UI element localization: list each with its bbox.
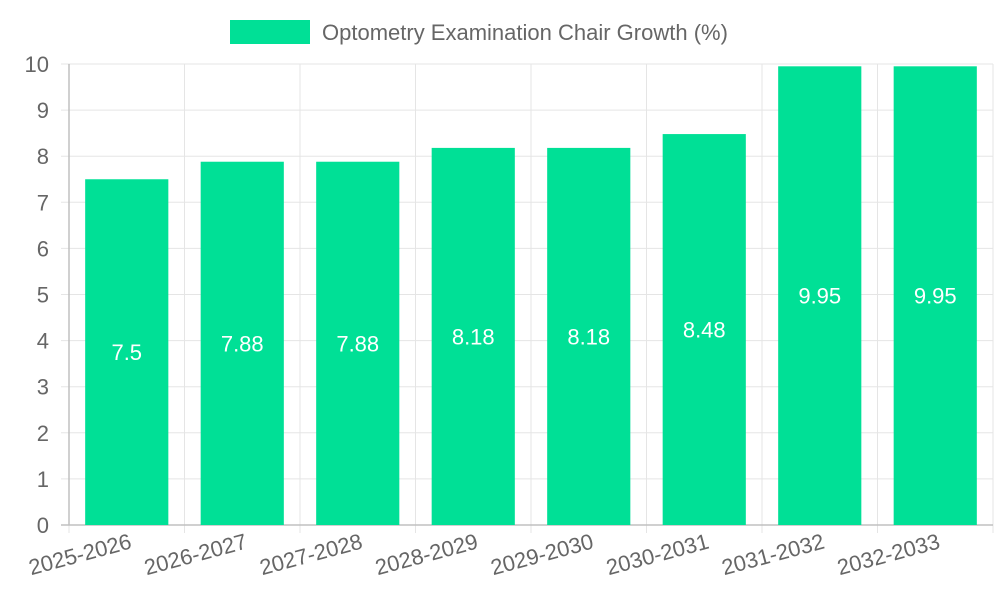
bar-2030-2031[interactable] bbox=[662, 134, 746, 525]
x-tick-label: 2030-2031 bbox=[603, 529, 711, 580]
data-label: 7.88 bbox=[221, 331, 264, 356]
x-tick-label: 2026-2027 bbox=[141, 529, 249, 580]
bars bbox=[85, 66, 977, 526]
legend-label[interactable]: Optometry Examination Chair Growth (%) bbox=[322, 20, 728, 45]
data-labels: 7.5 7.88 7.88 8.18 8.18 8.48 9.95 9.95 bbox=[111, 284, 956, 365]
x-tick-label: 2028-2029 bbox=[372, 529, 480, 580]
x-tick-label: 2032-2033 bbox=[834, 529, 942, 580]
legend[interactable]: Optometry Examination Chair Growth (%) bbox=[230, 20, 728, 45]
bar-2029-2030[interactable] bbox=[547, 147, 631, 526]
y-tick-label: 9 bbox=[37, 98, 49, 123]
y-tick-label: 6 bbox=[37, 236, 49, 261]
data-label: 8.18 bbox=[567, 324, 610, 349]
bar-2028-2029[interactable] bbox=[431, 147, 515, 526]
x-tick-label: 2029-2030 bbox=[488, 529, 596, 580]
bar-2032-2033[interactable] bbox=[893, 66, 977, 526]
y-tick-label: 7 bbox=[37, 190, 49, 215]
bar-2025-2026[interactable] bbox=[85, 179, 169, 525]
bar-2026-2027[interactable] bbox=[200, 161, 284, 525]
x-tick-label: 2031-2032 bbox=[719, 529, 827, 580]
y-tick-label: 1 bbox=[37, 467, 49, 492]
data-label: 8.48 bbox=[683, 318, 726, 343]
x-tick-labels: 2025-2026 2026-2027 2027-2028 2028-2029 2029… bbox=[26, 529, 943, 580]
data-label: 7.5 bbox=[111, 340, 142, 365]
data-label: 7.88 bbox=[336, 331, 379, 356]
bar-2031-2032[interactable] bbox=[778, 66, 862, 526]
y-tick-label: 0 bbox=[37, 513, 49, 538]
y-tick-label: 8 bbox=[37, 144, 49, 169]
x-tick-label: 2027-2028 bbox=[257, 529, 365, 580]
y-tick-label: 5 bbox=[37, 283, 49, 308]
legend-swatch[interactable] bbox=[230, 20, 310, 44]
data-label: 9.95 bbox=[798, 284, 841, 309]
y-tick-label: 2 bbox=[37, 421, 49, 446]
data-label: 9.95 bbox=[914, 284, 957, 309]
bar-2027-2028[interactable] bbox=[316, 161, 400, 525]
y-tick-label: 3 bbox=[37, 375, 49, 400]
y-tick-label: 10 bbox=[25, 52, 49, 77]
y-tick-labels: 0 1 2 3 4 5 6 7 8 9 10 bbox=[25, 52, 49, 538]
data-label: 8.18 bbox=[452, 324, 495, 349]
y-tick-label: 4 bbox=[37, 329, 49, 354]
